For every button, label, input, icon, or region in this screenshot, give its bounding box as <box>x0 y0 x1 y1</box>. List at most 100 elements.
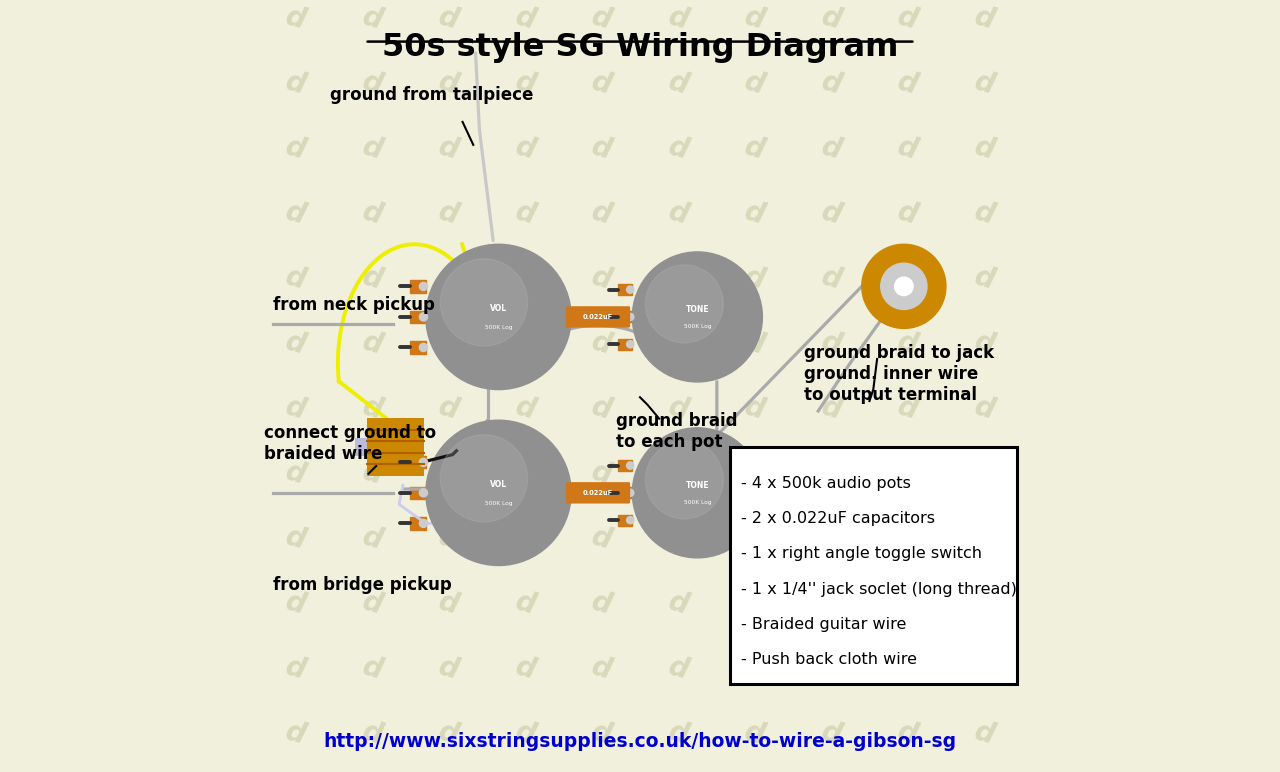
Text: d: d <box>741 262 768 295</box>
Text: d: d <box>741 523 768 555</box>
Text: VOL: VOL <box>490 303 507 313</box>
Text: from neck pickup: from neck pickup <box>273 296 435 314</box>
Text: d: d <box>283 327 308 360</box>
Text: d: d <box>895 652 920 685</box>
Text: d: d <box>512 652 539 685</box>
Text: 50s style SG Wiring Diagram: 50s style SG Wiring Diagram <box>381 32 899 63</box>
Text: d: d <box>666 68 691 100</box>
Text: d: d <box>666 523 691 555</box>
Text: d: d <box>741 393 768 425</box>
Bar <box>410 517 426 530</box>
Text: d: d <box>895 198 920 230</box>
Text: d: d <box>589 523 614 555</box>
Text: d: d <box>589 133 614 164</box>
Text: d: d <box>589 2 614 35</box>
Text: d: d <box>283 133 308 164</box>
Text: d: d <box>283 718 308 750</box>
Text: d: d <box>972 133 997 164</box>
Text: d: d <box>666 2 691 35</box>
Text: d: d <box>435 652 462 685</box>
Circle shape <box>420 489 428 497</box>
Text: d: d <box>512 458 539 489</box>
Text: d: d <box>818 68 845 100</box>
Text: d: d <box>972 68 997 100</box>
Text: d: d <box>818 2 845 35</box>
Text: d: d <box>435 198 462 230</box>
Text: 500K Log: 500K Log <box>684 500 712 505</box>
Text: d: d <box>818 393 845 425</box>
Text: connect ground to
braided wire: connect ground to braided wire <box>264 424 435 462</box>
Text: d: d <box>972 2 997 35</box>
Text: d: d <box>666 718 691 750</box>
Text: d: d <box>589 198 614 230</box>
Text: d: d <box>895 587 920 620</box>
Text: d: d <box>512 262 539 295</box>
Text: d: d <box>895 523 920 555</box>
Text: - 4 x 500k audio pots: - 4 x 500k audio pots <box>741 476 911 491</box>
Text: from bridge pickup: from bridge pickup <box>273 576 452 594</box>
Circle shape <box>632 252 763 382</box>
Text: d: d <box>741 68 768 100</box>
Bar <box>355 438 367 456</box>
Text: - 1 x 1/4'' jack soclet (long thread): - 1 x 1/4'' jack soclet (long thread) <box>741 581 1016 597</box>
Bar <box>618 284 632 295</box>
Text: 0.022uF: 0.022uF <box>582 314 613 320</box>
Circle shape <box>861 244 946 328</box>
Text: d: d <box>360 652 385 685</box>
Text: http://www.sixstringsupplies.co.uk/how-to-wire-a-gibson-sg: http://www.sixstringsupplies.co.uk/how-t… <box>324 732 956 750</box>
Circle shape <box>420 459 428 466</box>
Text: d: d <box>589 718 614 750</box>
FancyBboxPatch shape <box>566 482 630 503</box>
Text: d: d <box>972 198 997 230</box>
Text: d: d <box>512 523 539 555</box>
Text: d: d <box>512 2 539 35</box>
Text: d: d <box>741 198 768 230</box>
Text: d: d <box>360 393 385 425</box>
Text: d: d <box>512 393 539 425</box>
Text: TONE: TONE <box>686 480 709 489</box>
Text: d: d <box>895 393 920 425</box>
Text: d: d <box>360 262 385 295</box>
Text: d: d <box>818 458 845 489</box>
Text: d: d <box>818 523 845 555</box>
Text: d: d <box>435 133 462 164</box>
Text: d: d <box>360 133 385 164</box>
Circle shape <box>440 259 527 346</box>
Bar <box>618 515 632 526</box>
Text: d: d <box>512 198 539 230</box>
Circle shape <box>626 340 634 348</box>
Text: d: d <box>360 523 385 555</box>
Text: d: d <box>741 718 768 750</box>
Text: d: d <box>741 587 768 620</box>
Text: d: d <box>895 133 920 164</box>
Text: d: d <box>895 327 920 360</box>
Text: d: d <box>972 458 997 489</box>
Text: d: d <box>741 133 768 164</box>
Text: d: d <box>512 133 539 164</box>
Circle shape <box>645 441 723 519</box>
Text: ground from tailpiece: ground from tailpiece <box>330 86 534 104</box>
FancyBboxPatch shape <box>731 447 1018 684</box>
Text: d: d <box>360 2 385 35</box>
Text: 500K Log: 500K Log <box>485 501 512 506</box>
Text: d: d <box>283 2 308 35</box>
Text: d: d <box>666 262 691 295</box>
Text: d: d <box>435 587 462 620</box>
Text: d: d <box>818 133 845 164</box>
Text: d: d <box>589 458 614 489</box>
Text: d: d <box>283 68 308 100</box>
Circle shape <box>420 313 428 321</box>
Text: d: d <box>360 458 385 489</box>
Bar <box>410 486 426 499</box>
Text: d: d <box>283 393 308 425</box>
Text: d: d <box>818 198 845 230</box>
Bar <box>410 280 426 293</box>
Text: d: d <box>741 652 768 685</box>
Text: d: d <box>360 198 385 230</box>
Text: d: d <box>972 393 997 425</box>
Circle shape <box>626 286 634 293</box>
Text: - 2 x 0.022uF capacitors: - 2 x 0.022uF capacitors <box>741 511 934 527</box>
Bar <box>366 418 424 476</box>
Text: ground braid
to each pot: ground braid to each pot <box>616 412 737 451</box>
Text: d: d <box>818 718 845 750</box>
